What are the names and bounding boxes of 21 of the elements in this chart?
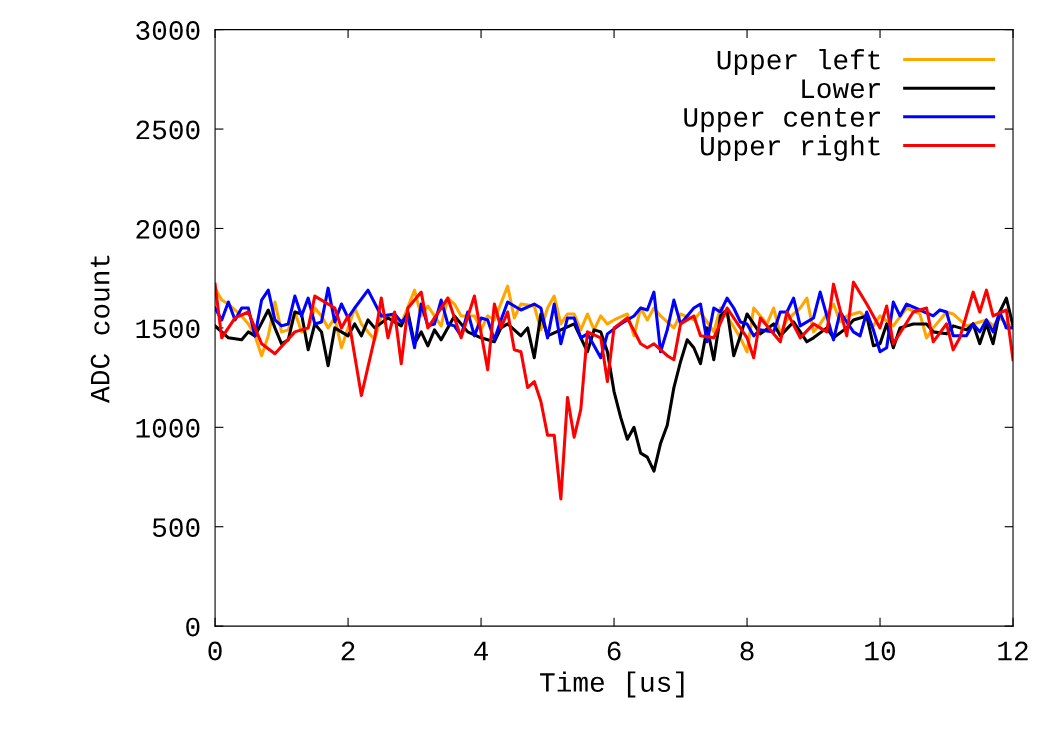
y-tick-label: 2500 xyxy=(136,120,200,140)
x-tick-label: 0 xyxy=(208,641,222,661)
x-tick-label: 8 xyxy=(740,641,754,661)
legend-label: Upper center xyxy=(684,108,880,133)
legend-label: Upper left xyxy=(717,49,880,75)
y-tick-label: 1000 xyxy=(136,418,200,438)
y-tick-label: 0 xyxy=(186,617,200,637)
y-tick-label: 500 xyxy=(152,518,200,538)
x-tick-label: 2 xyxy=(341,641,355,661)
y-axis-title: ADC count xyxy=(90,255,110,403)
x-tick-label: 10 xyxy=(865,641,895,661)
y-tick-label: 1500 xyxy=(136,319,200,339)
y-tick-label: 3000 xyxy=(136,21,200,40)
x-axis-title: Time [us] xyxy=(540,671,684,698)
y-tick-label: 2000 xyxy=(136,219,200,239)
line-series xyxy=(215,280,1014,501)
x-tick-label: 4 xyxy=(474,641,488,661)
x-tick-label: 6 xyxy=(607,641,621,661)
x-tick-label: 12 xyxy=(998,641,1028,661)
legend-label: Lower xyxy=(802,79,880,99)
legend-label: Upper right xyxy=(701,135,880,161)
